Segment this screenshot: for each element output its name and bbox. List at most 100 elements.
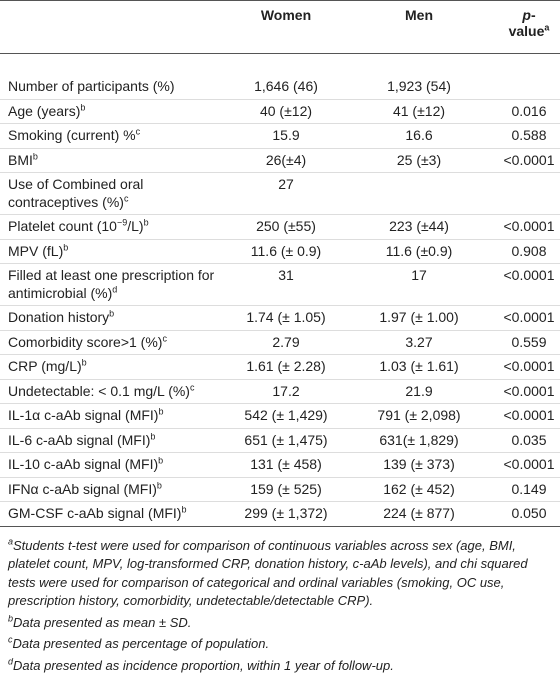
row-label: IFNα c-aAb signal (MFI)b [0, 476, 232, 502]
table-row: BMIb 26(±4) 25 (±3) <0.0001 [0, 147, 560, 173]
value-cell: 2.79 [232, 329, 340, 355]
footnote-mark: d [8, 656, 14, 667]
value-cell: <0.0001 [498, 403, 560, 428]
cell-value: 0.149 [511, 480, 547, 497]
header-cell [0, 0, 232, 54]
row-label: Filled at least one prescription for ant… [0, 263, 232, 306]
text: CRP (mg/L) [8, 358, 82, 374]
value-cell: 27 [232, 172, 340, 215]
cell-value: 2.79 [272, 333, 300, 350]
row-label: Smoking (current) %c [0, 123, 232, 148]
cell-value: <0.0001 [503, 382, 555, 399]
superscript: b [156, 479, 162, 490]
cell-value: <0.0001 [503, 218, 555, 234]
text: Men [405, 7, 433, 23]
footnote-mark: b [8, 613, 14, 624]
value-cell [340, 172, 498, 215]
header-cell: p-valuea [498, 0, 560, 54]
text: BMI [8, 151, 33, 168]
table-row: Use of Combined oral contraceptives (%)c… [0, 172, 560, 215]
value-cell: 0.050 [498, 501, 560, 526]
value-cell: 1,646 (46) [232, 54, 340, 100]
footnote-mark: c [8, 634, 13, 645]
value-cell [498, 172, 560, 215]
text: Filled at least one prescription for ant… [8, 267, 215, 301]
text: IL-10 c-aAb signal (MFI) [8, 456, 159, 472]
cell-value: 0.588 [511, 127, 547, 143]
footnote-mark: a [8, 536, 14, 547]
row-label: MPV (fL)b [0, 238, 232, 264]
cell-value: 1.61 (± 2.28) [246, 358, 326, 374]
superscript: b [181, 504, 187, 515]
superscript: b [109, 308, 115, 319]
value-cell: 224 (± 877) [340, 501, 498, 526]
cell-value: 0.016 [511, 102, 547, 119]
row-label: GM-CSF c-aAb signal (MFI)b [0, 501, 232, 526]
value-cell: 299 (± 1,372) [232, 501, 340, 526]
cell-value: <0.0001 [503, 151, 555, 168]
table-row: IL-10 c-aAb signal (MFI)b 131 (± 458) 139 … [0, 452, 560, 477]
superscript: b [32, 150, 38, 161]
superscript: b [158, 406, 164, 417]
cell-value: 0.559 [511, 333, 547, 350]
table-row: Filled at least one prescription for ant… [0, 263, 560, 306]
value-cell: 41 (±12) [340, 98, 498, 124]
footnote: dData presented as incidence proportion,… [8, 657, 552, 676]
cell-value: 299 (± 1,372) [244, 505, 328, 521]
cell-value: 651 (± 1,475) [244, 431, 328, 448]
cell-value: 542 (± 1,429) [244, 407, 328, 423]
cell-value: 162 (± 452) [383, 480, 455, 497]
header-cell: Women [232, 0, 340, 54]
cell-value: 223 (±44) [389, 218, 449, 234]
text: -value [508, 7, 545, 39]
cell-value: 1.03 (± 1.61) [379, 358, 459, 374]
text: Platelet count (10 [8, 218, 117, 234]
row-label: Undetectable: < 0.1 mg/L (%)c [0, 378, 232, 404]
text: IFNα c-aAb signal (MFI) [8, 480, 157, 497]
table-row: Comorbidity score>1 (%)c 2.79 3.27 0.559 [0, 329, 560, 355]
cell-value: 21.9 [405, 382, 433, 399]
value-cell: 131 (± 458) [232, 452, 340, 477]
cell-value: 17 [411, 267, 427, 283]
value-cell: 159 (± 525) [232, 476, 340, 502]
cell-value: 0.908 [511, 242, 547, 259]
value-cell [498, 54, 560, 100]
italic-text: p [522, 7, 531, 23]
cell-value: 17.2 [272, 382, 300, 399]
superscript: c [123, 192, 129, 203]
cell-value: 1.97 (± 1.00) [379, 309, 459, 325]
cell-value: 631(± 1,829) [379, 431, 459, 448]
superscript: a [544, 22, 550, 33]
value-cell: 31 [232, 263, 340, 306]
cell-value: 791 (± 2,098) [377, 407, 461, 423]
value-cell: 1,923 (54) [340, 54, 498, 100]
superscript: b [158, 455, 164, 466]
footnote: aStudents t-test were used for compariso… [8, 537, 552, 611]
value-cell: 40 (±12) [232, 98, 340, 124]
footnote-text: Data presented as mean ± SD. [13, 614, 192, 630]
cell-value: 250 (±55) [256, 218, 316, 234]
data-table: Women Men p-valuea Number of participants … [0, 0, 560, 527]
value-cell: 0.035 [498, 427, 560, 453]
value-cell: 11.6 (±0.9) [340, 238, 498, 264]
value-cell: <0.0001 [498, 214, 560, 239]
header-row: Women Men p-valuea [0, 0, 560, 54]
table-row: Age (years)b 40 (±12) 41 (±12) 0.016 [0, 98, 560, 124]
row-label: Platelet count (10−9/L)b [0, 214, 232, 239]
table-body: Number of participants (%) 1,646 (46) 1,92… [0, 54, 560, 526]
row-label: IL-6 c-aAb signal (MFI)b [0, 427, 232, 453]
row-label: BMIb [0, 147, 232, 173]
cell-value: 15.9 [272, 127, 300, 143]
superscript: b [143, 217, 149, 228]
row-label: IL-1α c-aAb signal (MFI)b [0, 403, 232, 428]
header-cell: Men [340, 0, 498, 54]
text: GM-CSF c-aAb signal (MFI) [8, 505, 182, 521]
value-cell: 0.588 [498, 123, 560, 148]
text: Age (years) [8, 102, 81, 119]
cell-value: 16.6 [405, 127, 433, 143]
cell-value: 41 (±12) [392, 102, 446, 119]
value-cell: <0.0001 [498, 354, 560, 379]
table-row: Donation historyb 1.74 (± 1.05) 1.97 (± 1.… [0, 305, 560, 330]
superscript: b [63, 241, 69, 252]
